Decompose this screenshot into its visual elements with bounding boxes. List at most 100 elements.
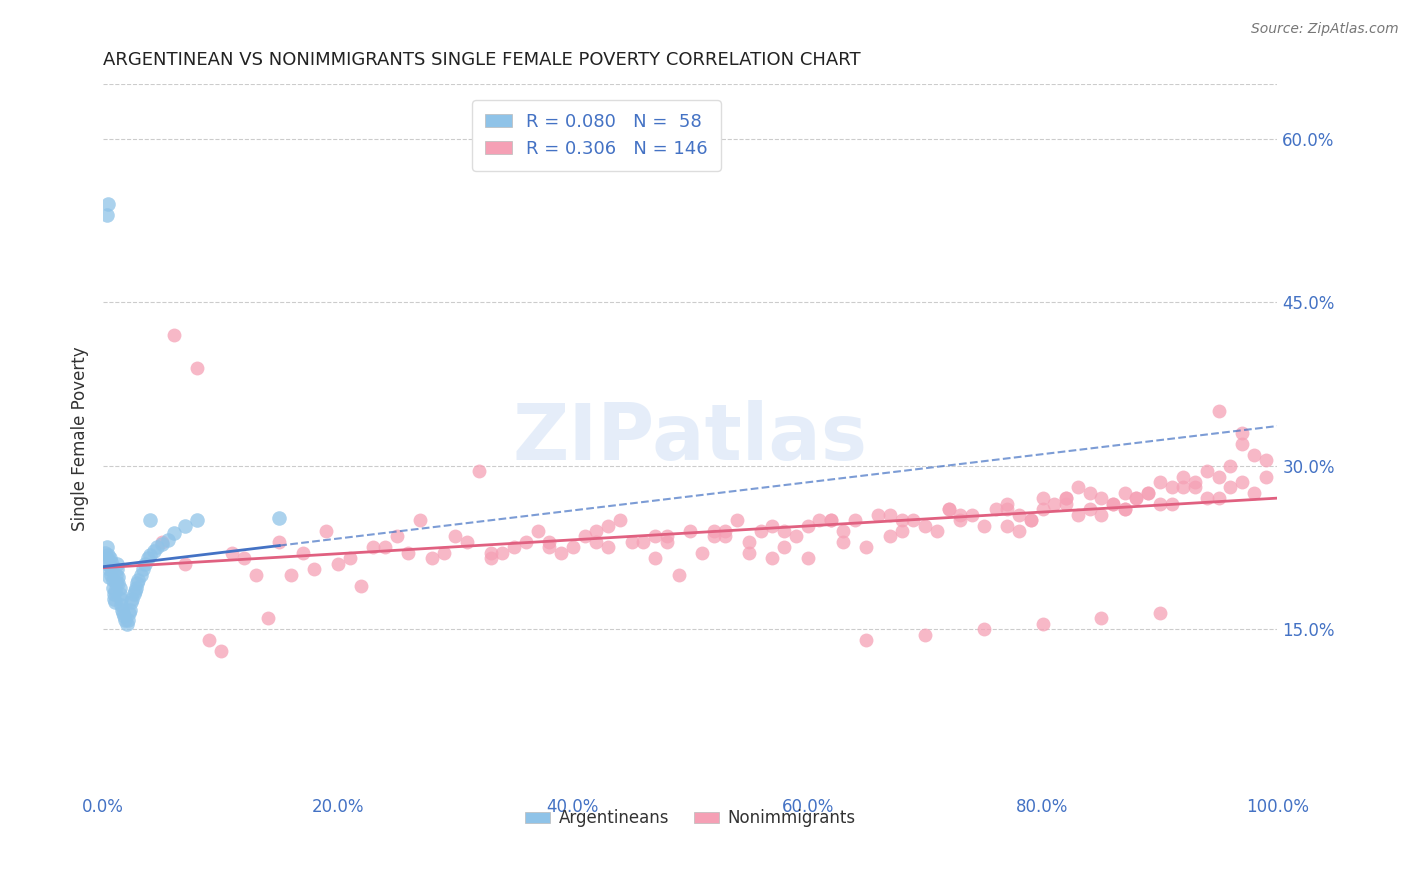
- Point: [124, 584, 146, 599]
- Point: [738, 535, 761, 549]
- Point: [96, 208, 118, 222]
- Point: [1184, 475, 1206, 489]
- Point: [1019, 513, 1042, 527]
- Point: [110, 598, 132, 612]
- Point: [526, 524, 548, 538]
- Point: [503, 541, 526, 555]
- Point: [749, 524, 772, 538]
- Point: [1208, 469, 1230, 483]
- Point: [609, 513, 631, 527]
- Point: [574, 529, 596, 543]
- Point: [1149, 497, 1171, 511]
- Point: [1019, 513, 1042, 527]
- Point: [714, 529, 737, 543]
- Point: [984, 502, 1007, 516]
- Point: [1254, 453, 1277, 467]
- Point: [620, 535, 643, 549]
- Point: [1031, 491, 1053, 506]
- Point: [820, 513, 842, 527]
- Point: [97, 548, 120, 562]
- Point: [112, 609, 135, 624]
- Point: [105, 576, 128, 591]
- Point: [1031, 616, 1053, 631]
- Point: [938, 502, 960, 516]
- Point: [198, 633, 221, 648]
- Point: [973, 622, 995, 636]
- Point: [104, 584, 127, 599]
- Point: [127, 576, 149, 591]
- Point: [644, 551, 666, 566]
- Point: [1067, 508, 1090, 522]
- Point: [97, 197, 120, 211]
- Point: [1184, 480, 1206, 494]
- Point: [725, 513, 748, 527]
- Point: [644, 529, 666, 543]
- Point: [1054, 491, 1077, 506]
- Point: [585, 535, 607, 549]
- Point: [655, 529, 678, 543]
- Point: [146, 541, 169, 555]
- Point: [139, 548, 162, 562]
- Point: [433, 546, 456, 560]
- Point: [114, 614, 136, 628]
- Point: [350, 578, 373, 592]
- Point: [796, 551, 818, 566]
- Point: [118, 606, 141, 620]
- Text: ZIPatlas: ZIPatlas: [513, 401, 868, 476]
- Point: [995, 497, 1018, 511]
- Point: [773, 541, 796, 555]
- Point: [174, 518, 197, 533]
- Point: [103, 587, 125, 601]
- Point: [949, 508, 972, 522]
- Point: [1149, 475, 1171, 489]
- Point: [1090, 491, 1112, 506]
- Y-axis label: Single Female Poverty: Single Female Poverty: [72, 346, 89, 531]
- Point: [832, 524, 855, 538]
- Point: [127, 573, 149, 587]
- Point: [1078, 486, 1101, 500]
- Point: [326, 557, 349, 571]
- Point: [738, 546, 761, 560]
- Point: [1230, 425, 1253, 440]
- Point: [98, 570, 121, 584]
- Point: [132, 562, 155, 576]
- Point: [633, 535, 655, 549]
- Point: [1254, 469, 1277, 483]
- Point: [97, 557, 120, 571]
- Point: [105, 567, 128, 582]
- Point: [117, 614, 139, 628]
- Point: [269, 535, 291, 549]
- Point: [129, 567, 152, 582]
- Point: [101, 581, 124, 595]
- Point: [995, 518, 1018, 533]
- Point: [1173, 480, 1195, 494]
- Point: [1160, 480, 1182, 494]
- Point: [221, 546, 243, 560]
- Point: [1114, 502, 1136, 516]
- Point: [98, 562, 121, 576]
- Point: [186, 360, 208, 375]
- Point: [479, 546, 502, 560]
- Point: [1090, 508, 1112, 522]
- Legend: Argentineans, Nonimmigrants: Argentineans, Nonimmigrants: [519, 803, 862, 834]
- Point: [538, 535, 561, 549]
- Point: [868, 508, 890, 522]
- Point: [1102, 497, 1125, 511]
- Point: [121, 591, 143, 606]
- Point: [115, 616, 138, 631]
- Point: [174, 557, 197, 571]
- Point: [479, 551, 502, 566]
- Point: [150, 535, 173, 549]
- Point: [125, 581, 148, 595]
- Point: [1208, 491, 1230, 506]
- Point: [374, 541, 396, 555]
- Point: [773, 524, 796, 538]
- Point: [233, 551, 256, 566]
- Point: [1137, 486, 1160, 500]
- Point: [315, 524, 337, 538]
- Point: [111, 602, 134, 616]
- Point: [103, 591, 125, 606]
- Point: [785, 529, 807, 543]
- Text: Source: ZipAtlas.com: Source: ZipAtlas.com: [1251, 22, 1399, 37]
- Point: [150, 537, 173, 551]
